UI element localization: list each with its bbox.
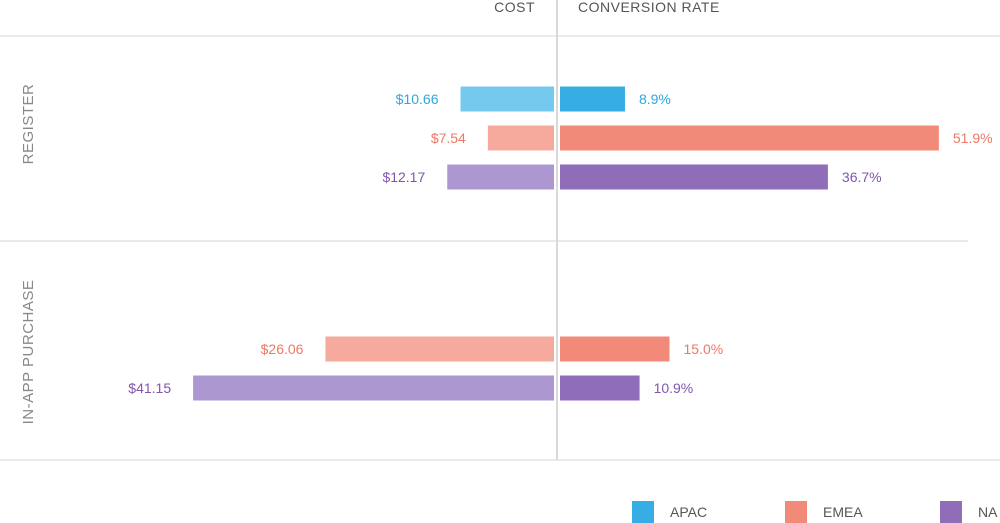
group-label-register: REGISTER <box>20 84 37 165</box>
legend-label-apac: APAC <box>670 504 707 520</box>
conversion-label-emea: 15.0% <box>684 341 724 357</box>
cost-label-na: $41.15 <box>128 380 171 396</box>
cost-label-emea: $26.06 <box>261 341 304 357</box>
conversion-label-na: 36.7% <box>842 169 882 185</box>
cost-bar-emea <box>325 336 554 362</box>
cost-label-emea: $7.54 <box>431 130 466 146</box>
conversion-bar-apac <box>560 86 625 112</box>
conversion-bar-emea <box>560 336 670 362</box>
conversion-bar-na <box>560 375 640 401</box>
conversion-rate-header: CONVERSION RATE <box>578 0 720 15</box>
conversion-bar-na <box>560 164 828 190</box>
cost-bar-na <box>193 375 554 401</box>
conversion-bar-emea <box>560 125 939 151</box>
cost-bar-apac <box>460 86 554 112</box>
cost-header: COST <box>494 0 535 15</box>
cost-label-na: $12.17 <box>382 169 425 185</box>
conversion-label-na: 10.9% <box>654 380 694 396</box>
conversion-label-apac: 8.9% <box>639 91 671 107</box>
legend-swatch-apac <box>632 501 654 523</box>
legend: APAC EMEA NA <box>632 501 998 523</box>
legend-label-emea: EMEA <box>823 504 863 520</box>
conversion-label-emea: 51.9% <box>953 130 993 146</box>
legend-label-na: NA <box>978 504 998 520</box>
cost-bar-emea <box>487 125 554 151</box>
cost-label-apac: $10.66 <box>396 91 439 107</box>
legend-swatch-emea <box>785 501 807 523</box>
cost-bar-na <box>447 164 554 190</box>
legend-swatch-na <box>940 501 962 523</box>
group-label-in-app-purchase: IN-APP PURCHASE <box>20 280 37 425</box>
bars-layer: $10.66 8.9% $7.54 51.9% $12.17 36.7% $26.06 15.… <box>128 86 993 401</box>
